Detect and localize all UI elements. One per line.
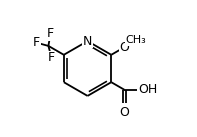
Text: O: O [119, 106, 129, 119]
Text: CH₃: CH₃ [126, 35, 147, 45]
Text: F: F [48, 51, 55, 64]
Text: F: F [33, 36, 40, 49]
Text: N: N [83, 35, 92, 48]
Text: O: O [119, 41, 129, 54]
Text: F: F [47, 27, 54, 40]
Text: OH: OH [139, 83, 158, 96]
